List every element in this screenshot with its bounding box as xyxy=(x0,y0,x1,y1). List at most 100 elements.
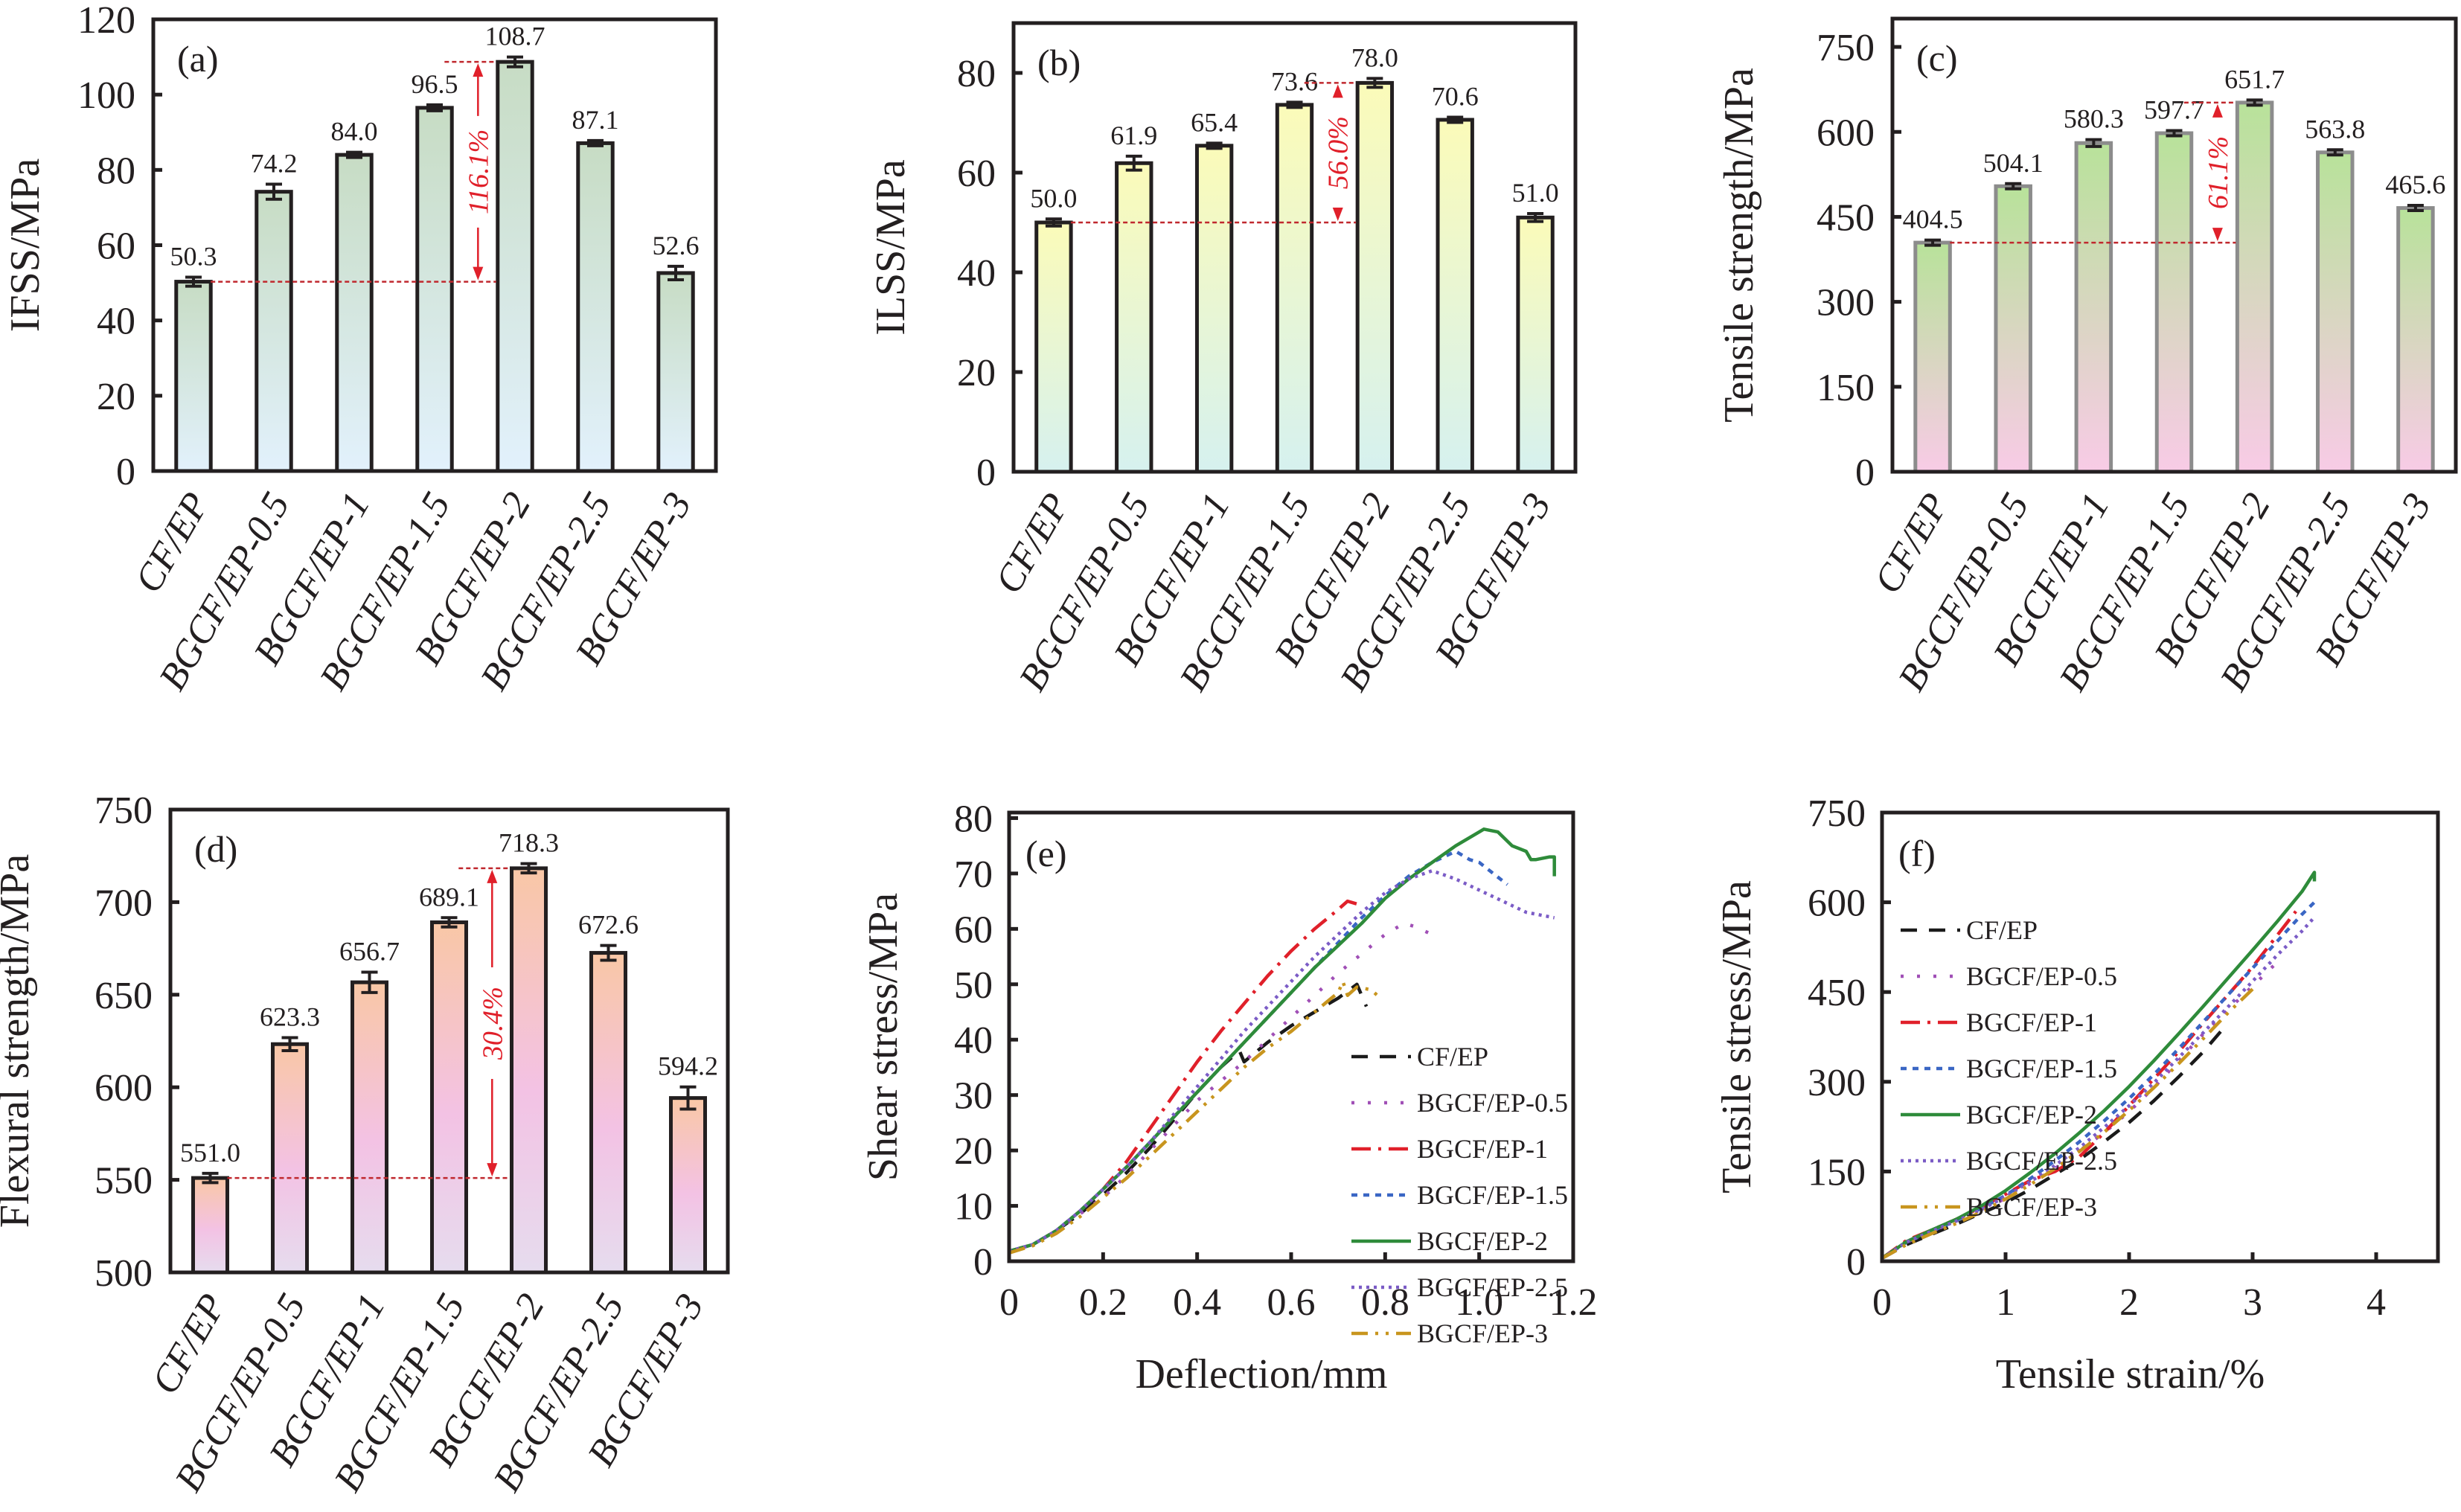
y-tick-label: 600 xyxy=(1817,112,1875,154)
y-axis-label: Tensile strength/MPa xyxy=(1716,68,1762,423)
y-tick-label: 20 xyxy=(97,376,135,418)
percent-increase-label: 56.0% xyxy=(1323,116,1354,189)
legend-label: BGCF/EP-1 xyxy=(1417,1134,1548,1164)
plot-frame xyxy=(1011,21,1578,474)
x-category-label: CF/EP xyxy=(127,486,218,600)
legend-label: BGCF/EP-1 xyxy=(1966,1008,2097,1037)
bar-bgcf-ep-1 xyxy=(335,153,374,473)
y-tick-label: 0 xyxy=(1846,1241,1866,1284)
error-bar xyxy=(1924,238,1942,247)
error-bar xyxy=(600,944,617,962)
legend-label: BGCF/EP-1.5 xyxy=(1417,1180,1568,1210)
y-tick-label: 650 xyxy=(95,975,153,1017)
y-tick-label: 0 xyxy=(973,1241,993,1284)
bar-value-label: 672.6 xyxy=(578,910,639,940)
error-bar xyxy=(2246,98,2263,107)
curve-bgcf-ep-3 xyxy=(1008,979,1382,1255)
panel-tag: (d) xyxy=(194,828,237,870)
arrow-head-up-icon xyxy=(487,869,498,883)
percent-increase-label: 116.1% xyxy=(463,129,494,214)
bar-bgcf-ep-1-5 xyxy=(2154,131,2194,474)
error-bar xyxy=(281,1036,298,1052)
legend-label: CF/EP xyxy=(1966,915,2038,945)
bar-bgcf-ep-1 xyxy=(1194,144,1234,474)
error-bar xyxy=(202,1171,219,1185)
error-bar xyxy=(1447,115,1464,124)
error-bar xyxy=(1527,211,1544,223)
bar-value-label: 404.5 xyxy=(1903,205,1963,234)
bar-value-label: 597.7 xyxy=(2144,95,2204,125)
arrow-head-up-icon xyxy=(1332,84,1343,98)
panel-tag: (a) xyxy=(177,38,219,80)
bar-bgcf-ep-2-5 xyxy=(576,141,615,473)
y-tick-label: 50 xyxy=(954,964,993,1007)
y-tick-label: 600 xyxy=(1808,882,1866,925)
legend-label: BGCF/EP-2 xyxy=(1417,1226,1548,1256)
y-tick-label: 80 xyxy=(954,798,993,840)
error-bar xyxy=(679,1085,697,1111)
legend-label: BGCF/EP-2.5 xyxy=(1966,1146,2117,1176)
bar-bgcf-ep-3 xyxy=(656,271,695,473)
plot-frame xyxy=(1890,16,2458,474)
bar-bgcf-ep-2-5 xyxy=(589,951,628,1275)
legend-label: BGCF/EP-2 xyxy=(1966,1100,2097,1130)
bar-value-label: 51.0 xyxy=(1512,178,1559,208)
bar-value-label: 73.6 xyxy=(1271,66,1318,96)
y-tick-label: 100 xyxy=(77,74,135,117)
bar-value-label: 78.0 xyxy=(1351,42,1398,72)
y-tick-label: 450 xyxy=(1808,972,1866,1014)
bar-cf-ep xyxy=(1034,220,1073,474)
y-tick-label: 40 xyxy=(97,301,135,343)
percent-increase-label: 61.1% xyxy=(2203,136,2234,209)
bar-value-label: 623.3 xyxy=(260,1002,320,1032)
bar-bgcf-ep-0-5 xyxy=(255,190,293,473)
bar-cf-ep xyxy=(174,280,213,473)
arrow-head-down-icon xyxy=(2212,228,2223,242)
legend-label: BGCF/EP-3 xyxy=(1966,1192,2097,1222)
bar-bgcf-ep-0-5 xyxy=(1994,184,2032,474)
error-bar xyxy=(520,862,537,875)
bar-bgcf-ep-0-5 xyxy=(270,1042,310,1275)
curve-cf-ep xyxy=(1881,1022,2230,1260)
bar-bgcf-ep-2 xyxy=(2235,100,2274,474)
y-tick-label: 80 xyxy=(97,150,135,192)
y-tick-label: 150 xyxy=(1808,1151,1866,1194)
curve-bgcf-ep-3 xyxy=(1881,987,2254,1260)
y-tick-label: 70 xyxy=(954,853,993,896)
panel-tag: (e) xyxy=(1025,833,1067,874)
y-tick-label: 300 xyxy=(1808,1062,1866,1104)
legend-label: BGCF/EP-1.5 xyxy=(1966,1054,2117,1083)
x-tick-label: 1 xyxy=(1996,1281,2015,1324)
y-tick-label: 450 xyxy=(1817,196,1875,239)
curve-cf-ep xyxy=(1008,982,1369,1253)
x-tick-label: 1.0 xyxy=(1455,1281,1503,1324)
bar-bgcf-ep-0-5 xyxy=(1115,161,1153,474)
curve-bgcf-ep-2-5 xyxy=(1881,916,2316,1260)
y-tick-label: 0 xyxy=(116,451,135,493)
bar-value-label: 504.1 xyxy=(1983,148,2044,178)
y-tick-label: 0 xyxy=(1855,452,1875,494)
bar-value-label: 74.2 xyxy=(251,149,298,179)
bar-bgcf-ep-3 xyxy=(668,1096,708,1275)
x-category-label: CF/EP xyxy=(988,487,1078,601)
y-tick-label: 750 xyxy=(95,789,153,832)
bar-bgcf-ep-2 xyxy=(1355,80,1395,474)
bar-cf-ep xyxy=(191,1176,230,1275)
error-bar xyxy=(2407,204,2424,213)
error-bar xyxy=(507,55,523,68)
bar-bgcf-ep-3 xyxy=(2396,206,2435,474)
x-tick-label: 0 xyxy=(1872,1281,1892,1324)
y-tick-label: 500 xyxy=(95,1252,153,1295)
bar-value-label: 656.7 xyxy=(339,936,400,966)
legend: CF/EP BGCF/EP-0.5 BGCF/EP-1 BGCF/EP-1.5 BGCF… xyxy=(1901,915,2117,1222)
error-bar xyxy=(2005,182,2022,190)
bar-value-label: 465.6 xyxy=(2385,170,2445,199)
bar-bgcf-ep-1-5 xyxy=(1275,103,1314,474)
error-bar xyxy=(346,150,362,159)
legend-label: BGCF/EP-0.5 xyxy=(1417,1088,1568,1118)
error-bar xyxy=(2326,148,2343,157)
y-tick-label: 20 xyxy=(957,352,996,394)
bar-value-label: 84.0 xyxy=(331,117,378,147)
